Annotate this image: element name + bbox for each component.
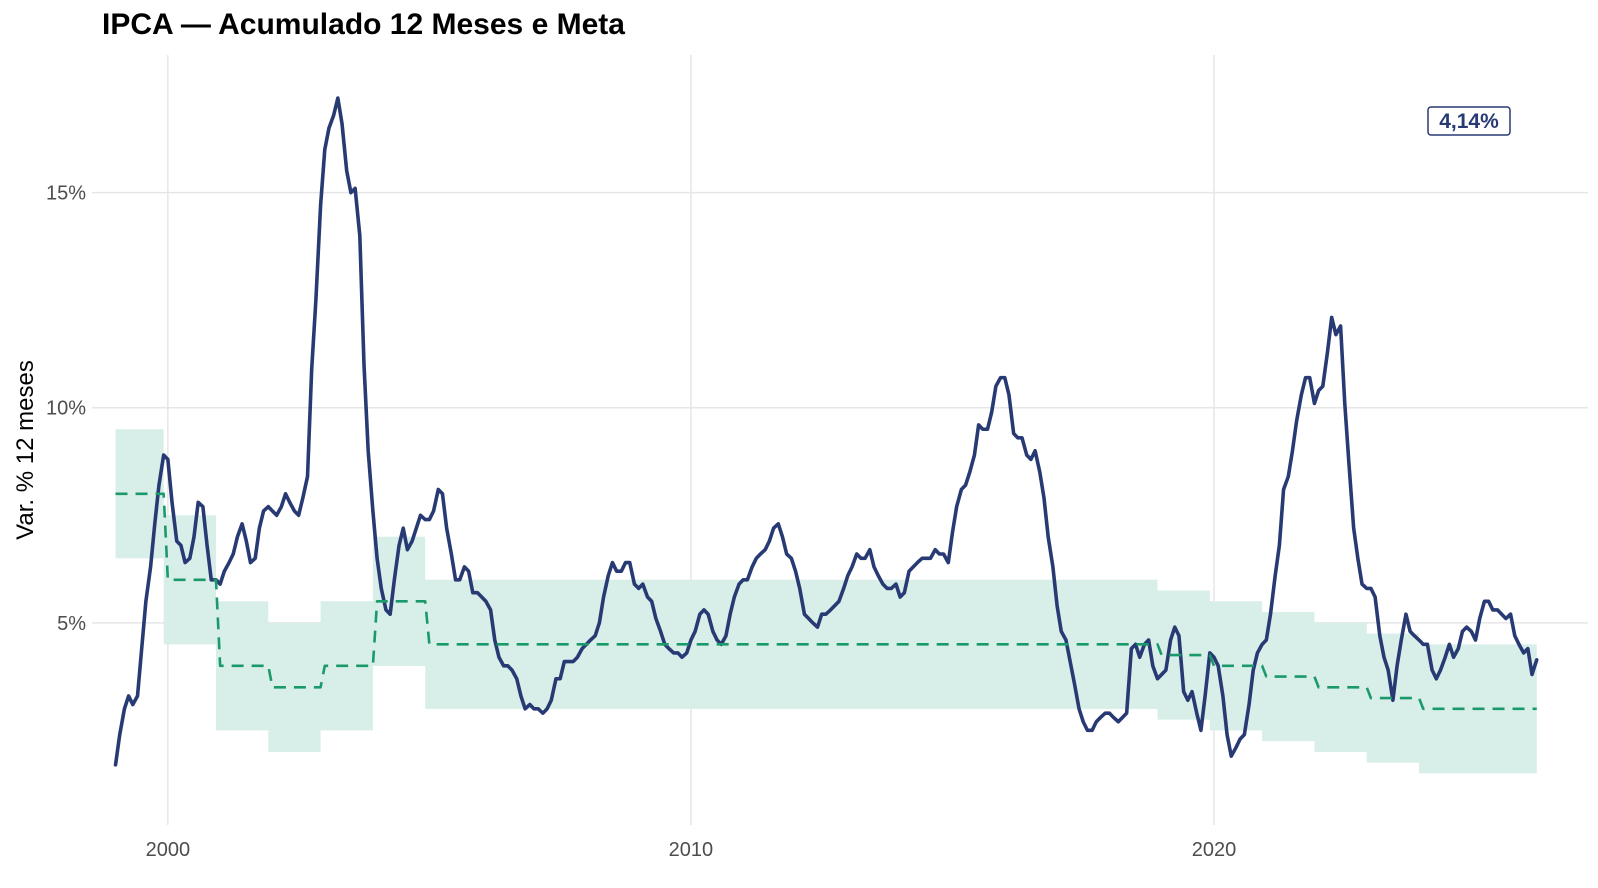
tolerance-band <box>115 429 1537 774</box>
x-tick-label: 2000 <box>146 839 191 861</box>
tolerance-band-layer <box>115 429 1537 774</box>
latest-value-badge-box <box>1427 106 1511 136</box>
x-tick-label: 2010 <box>669 839 714 861</box>
series-layer <box>113 96 1539 767</box>
x-tick-label: 2020 <box>1192 839 1237 861</box>
series-line-meta <box>115 492 1537 711</box>
y-tick-label: 15% <box>46 183 86 205</box>
y-tick-label: 5% <box>57 613 86 635</box>
y-axis-title: Var. % 12 meses <box>12 360 39 540</box>
series-line-ipca <box>113 96 1539 767</box>
latest-value-badge: 4,14% <box>1427 106 1511 136</box>
axis-layer: 5% 10% 15% 2000 2010 2020 Var. % 12 meses <box>12 183 1236 861</box>
y-tick-label: 10% <box>46 398 86 420</box>
chart-title: IPCA — Acumulado 12 Meses e Meta <box>102 8 625 41</box>
latest-value-label: 4,14% <box>1439 110 1499 133</box>
